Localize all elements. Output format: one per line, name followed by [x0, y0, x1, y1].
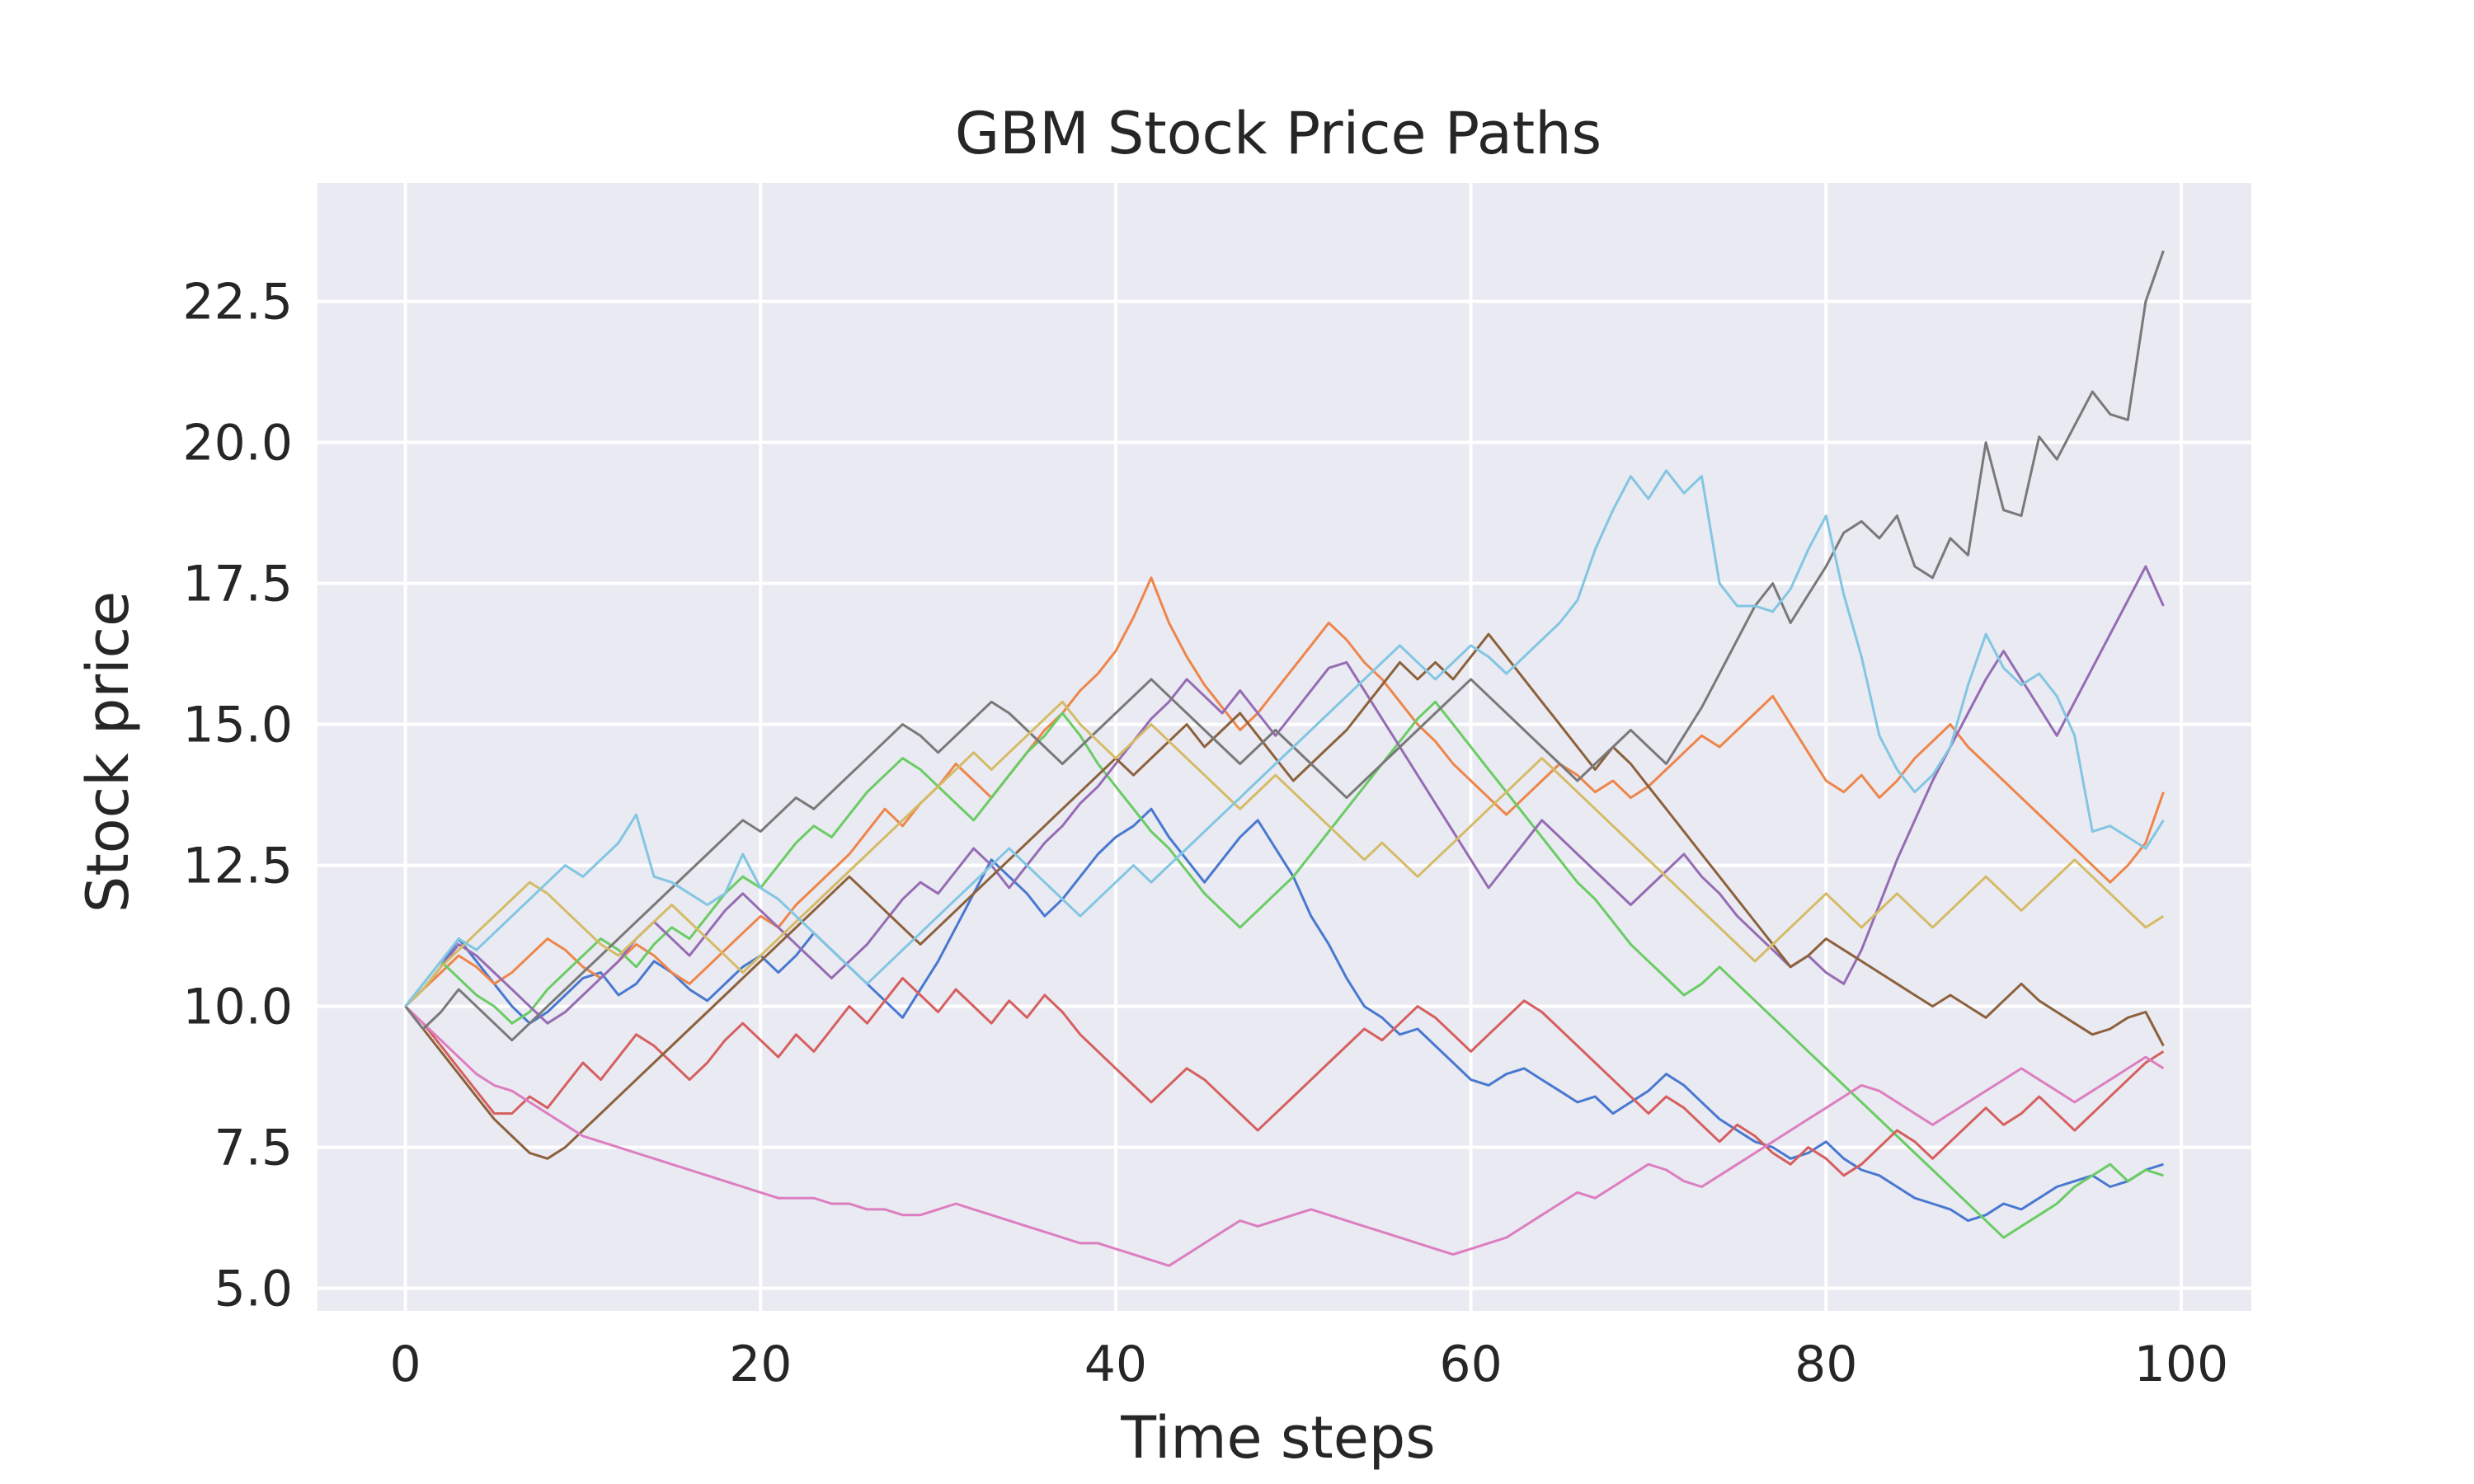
y-tick-label: 7.5	[214, 1120, 293, 1177]
y-tick-label: 5.0	[214, 1261, 293, 1318]
y-axis-ticks: 5.0 7.5 10.0 12.5 15.0 17.5 20.0 22.5	[182, 274, 293, 1318]
series-line-3	[404, 700, 2164, 1239]
series-line-9	[404, 700, 2165, 1007]
y-axis-label: Stock price	[74, 591, 142, 913]
series-line-10	[404, 469, 2165, 1007]
series-line-6	[404, 632, 2165, 1160]
y-tick-label: 17.5	[182, 556, 293, 613]
series-line-2	[404, 576, 2165, 1007]
y-tick-label: 15.0	[182, 697, 293, 754]
series-line-7	[404, 1005, 2165, 1267]
x-tick-label: 20	[729, 1336, 792, 1393]
x-tick-label: 100	[2134, 1336, 2229, 1393]
series-line-8	[404, 250, 2165, 1042]
y-tick-label: 12.5	[182, 838, 293, 895]
x-axis-label: Time steps	[1120, 1404, 1435, 1472]
y-tick-label: 10.0	[182, 979, 293, 1036]
series-line-1	[404, 807, 2164, 1223]
x-tick-label: 0	[389, 1336, 421, 1393]
y-tick-label: 22.5	[182, 274, 293, 331]
chart-title: GBM Stock Price Paths	[955, 100, 1602, 167]
x-tick-label: 40	[1084, 1336, 1147, 1393]
x-tick-label: 60	[1439, 1336, 1502, 1393]
series-line-4	[404, 976, 2165, 1177]
series-layer	[404, 250, 2165, 1267]
plot-area	[317, 183, 2251, 1311]
x-tick-label: 80	[1794, 1336, 1857, 1393]
x-axis-ticks: 0 20 40 60 80 100	[389, 1336, 2228, 1393]
series-line-5	[404, 565, 2165, 1025]
y-tick-label: 20.0	[182, 415, 293, 472]
